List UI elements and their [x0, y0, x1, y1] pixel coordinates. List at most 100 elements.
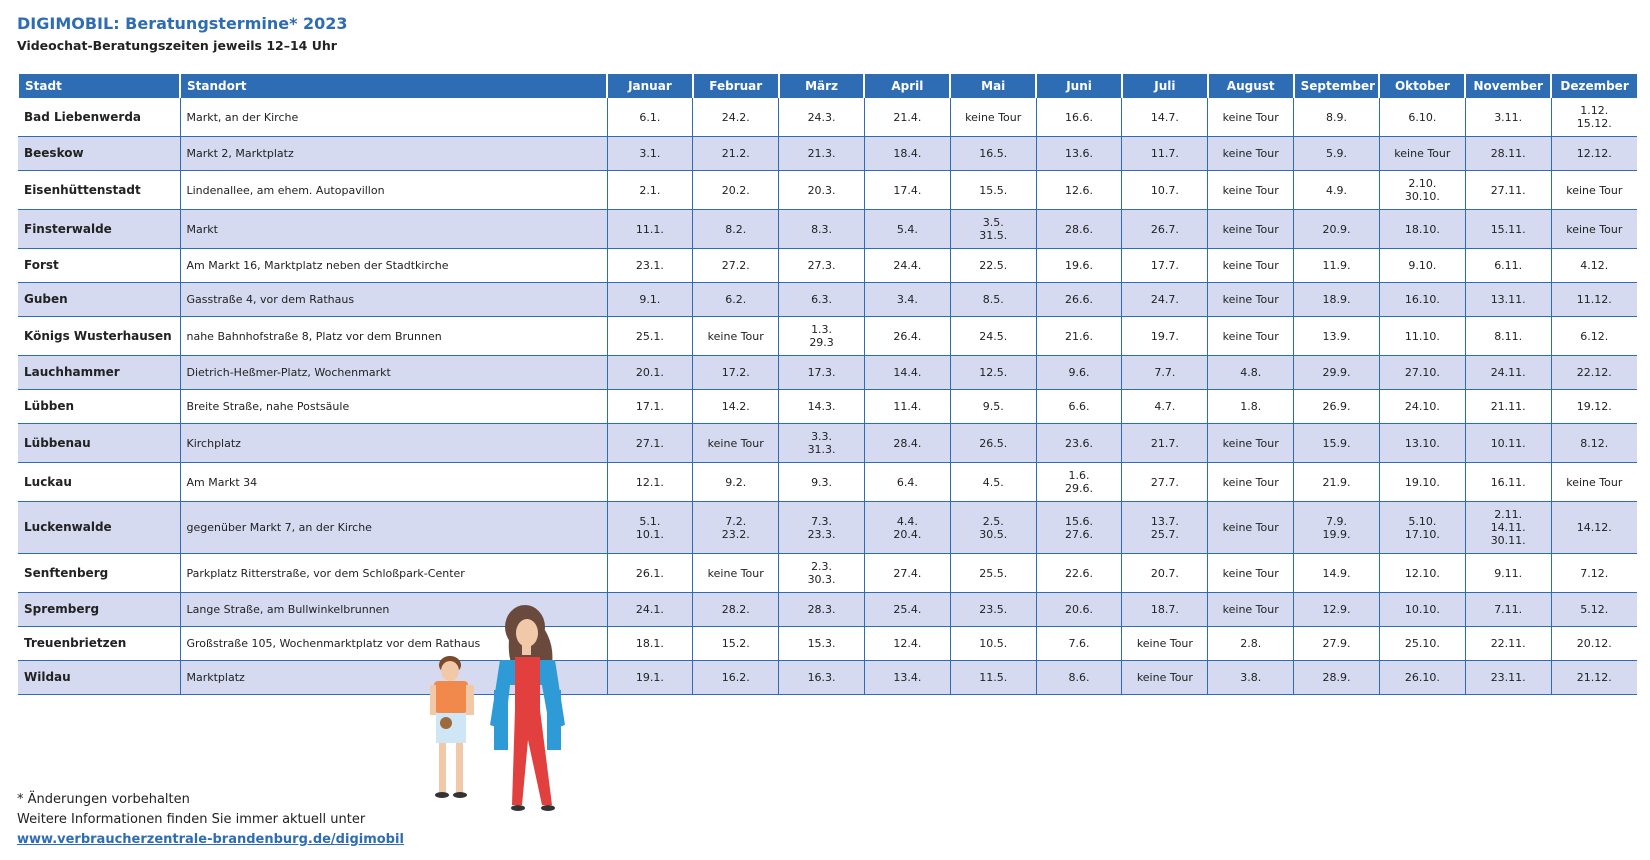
- table-row: Bad Liebenwerda Markt, an der Kirche 6.1. 2…: [18, 98, 1637, 137]
- table-cell: 28.11.: [1464, 136, 1552, 171]
- table-cell: Eisenhüttenstadt: [18, 170, 180, 210]
- table-cell: 18.9.: [1293, 282, 1380, 317]
- table-cell: Markt: [179, 209, 607, 249]
- table-cell: keine Tour: [692, 316, 779, 356]
- table-cell: 16.6.: [1035, 98, 1122, 137]
- table-cell: 17.1.: [606, 389, 693, 424]
- table-row: Treuenbrietzen Großstraße 105, Wochenmark…: [18, 626, 1637, 661]
- table-cell: 7.2. 23.2.: [692, 501, 779, 554]
- table-cell: 22.5.: [949, 248, 1037, 283]
- table-cell: 6.10.: [1378, 98, 1466, 137]
- table-cell: keine Tour: [1207, 136, 1294, 171]
- table-cell: keine Tour: [1207, 282, 1294, 317]
- table-cell: 23.1.: [606, 248, 693, 283]
- table-cell: 6.6.: [1035, 389, 1122, 424]
- table-cell: 7.12.: [1550, 553, 1637, 593]
- table-cell: 10.7.: [1121, 170, 1208, 210]
- table-cell: 26.9.: [1293, 389, 1380, 424]
- table-cell: 29.9.: [1293, 355, 1380, 390]
- table-cell: keine Tour: [1207, 209, 1294, 249]
- table-row: Beeskow Markt 2, Marktplatz 3.1. 21.2. 21.3.…: [18, 136, 1637, 171]
- table-body: Bad Liebenwerda Markt, an der Kirche 6.1. 2…: [18, 98, 1637, 695]
- table-cell: 28.6.: [1035, 209, 1122, 249]
- cell-line: 30.5.: [979, 527, 1008, 541]
- table-cell: 12.10.: [1378, 553, 1466, 593]
- table-cell: 13.11.: [1464, 282, 1552, 317]
- cell-line: 5.10.: [1408, 514, 1437, 528]
- table-cell: 15.3.: [778, 626, 865, 661]
- table-cell: 10.11.: [1464, 423, 1552, 463]
- table-cell: 9.10.: [1378, 248, 1466, 283]
- table-cell: 4.7.: [1121, 389, 1208, 424]
- table-cell: 22.11.: [1464, 626, 1552, 661]
- table-cell: 11.4.: [863, 389, 951, 424]
- table-cell: 12.6.: [1035, 170, 1122, 210]
- table-cell: keine Tour: [1550, 170, 1637, 210]
- table-cell: 25.4.: [863, 592, 951, 627]
- table-row: Spremberg Lange Straße, am Bullwinkelbrun…: [18, 592, 1637, 627]
- table-cell: 4.9.: [1293, 170, 1380, 210]
- table-cell: 20.3.: [778, 170, 865, 210]
- table-cell: 1.8.: [1207, 389, 1294, 424]
- cell-line: 13.7.: [1150, 514, 1179, 528]
- table-cell: 19.1.: [606, 660, 693, 695]
- table-cell: 27.1.: [606, 423, 693, 463]
- table-cell: 26.5.: [949, 423, 1037, 463]
- column-header: April: [863, 74, 951, 98]
- table-cell: keine Tour: [692, 423, 779, 463]
- cell-line: 4.4.: [896, 514, 918, 528]
- cell-line: 7.2.: [725, 514, 747, 528]
- table-cell: 27.9.: [1293, 626, 1380, 661]
- table-cell: 27.4.: [863, 553, 951, 593]
- table-cell: 25.5.: [949, 553, 1037, 593]
- table-cell: 6.12.: [1550, 316, 1637, 356]
- table-cell: 28.3.: [778, 592, 865, 627]
- column-header: September: [1292, 74, 1380, 98]
- table-cell: 17.2.: [692, 355, 779, 390]
- table-cell: 11.9.: [1293, 248, 1380, 283]
- cell-line: 25.7.: [1150, 527, 1179, 541]
- table-cell: 20.7.: [1121, 553, 1208, 593]
- table-cell: 12.12.: [1550, 136, 1637, 171]
- table-cell: keine Tour: [1207, 462, 1294, 502]
- table-cell: 20.2.: [692, 170, 779, 210]
- cell-line: 30.10.: [1404, 190, 1440, 203]
- table-cell: 9.1.: [606, 282, 693, 317]
- cell-line: 3.3.: [811, 430, 833, 443]
- website-link[interactable]: www.verbraucherzentrale-brandenburg.de/d…: [17, 832, 404, 847]
- table-cell: 19.12.: [1550, 389, 1637, 424]
- table-cell: Königs Wusterhausen: [18, 316, 180, 356]
- table-cell: 8.5.: [949, 282, 1037, 317]
- table-cell: 12.1.: [606, 462, 693, 502]
- table-cell: 24.2.: [692, 98, 779, 137]
- cell-line: 7.3.: [811, 514, 833, 528]
- table-cell: Lange Straße, am Bullwinkelbrunnen: [179, 592, 607, 627]
- table-cell: 1.12. 15.12.: [1550, 98, 1637, 137]
- table-cell: keine Tour: [1550, 462, 1637, 502]
- table-cell: 24.5.: [949, 316, 1037, 356]
- table-cell: Treuenbrietzen: [18, 626, 180, 661]
- table-cell: 26.4.: [863, 316, 951, 356]
- table-cell: 7.6.: [1035, 626, 1122, 661]
- table-cell: 6.11.: [1464, 248, 1552, 283]
- table-cell: 26.1.: [606, 553, 693, 593]
- table-cell: 21.12.: [1550, 660, 1637, 695]
- table-cell: keine Tour: [1378, 136, 1466, 171]
- table-cell: 9.2.: [692, 462, 779, 502]
- table-cell: 27.7.: [1121, 462, 1208, 502]
- table-cell: 6.3.: [778, 282, 865, 317]
- table-cell: 1.6. 29.6.: [1035, 462, 1122, 502]
- table-cell: 4.5.: [949, 462, 1037, 502]
- column-header: November: [1464, 74, 1552, 98]
- table-cell: 9.11.: [1464, 553, 1552, 593]
- cell-line: 10.1.: [635, 527, 664, 541]
- table-cell: 23.11.: [1464, 660, 1552, 695]
- table-cell: 4.12.: [1550, 248, 1637, 283]
- table-row: Lübbenau Kirchplatz 27.1. keine Tour 3.3. 31.…: [18, 423, 1637, 463]
- table-cell: 21.2.: [692, 136, 779, 171]
- schedule-table: Stadt Standort Januar Februar März April Mai Ju…: [17, 74, 1637, 695]
- table-cell: 17.3.: [778, 355, 865, 390]
- cell-line: 20.4.: [893, 527, 922, 541]
- table-cell: 23.5.: [949, 592, 1037, 627]
- table-cell: 8.11.: [1464, 316, 1552, 356]
